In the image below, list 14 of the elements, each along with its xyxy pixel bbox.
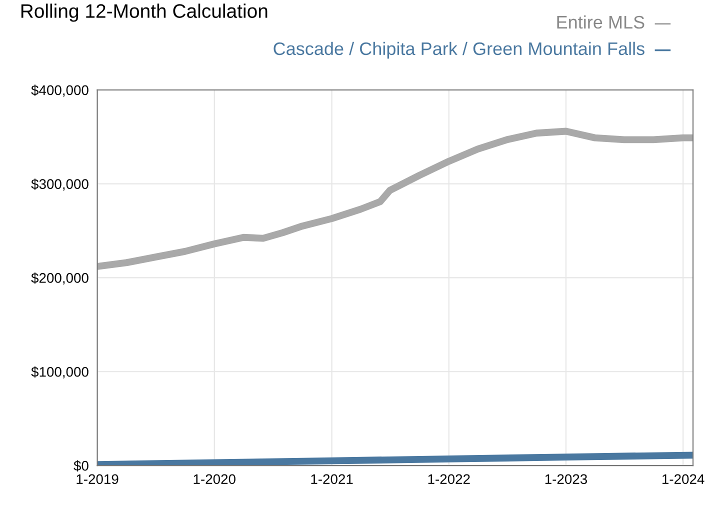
legend-label: Cascade / Chipita Park / Green Mountain Falls: [274, 42, 644, 59]
x-tick-label: 1-2021: [311, 474, 353, 484]
chart-title: Rolling 12-Month Calculation: [21, 4, 268, 22]
x-tick-label: 1-2022: [428, 474, 470, 484]
y-tick-label: $300,000: [31, 178, 88, 191]
y-tick-label: $400,000: [31, 84, 88, 97]
x-tick-label: 1-2020: [194, 474, 236, 484]
y-tick-label: $200,000: [31, 272, 88, 285]
x-tick-label: 1-2024: [662, 474, 704, 484]
legend-label: Entire MLS: [557, 15, 644, 29]
x-tick-label: 1-2023: [545, 474, 587, 484]
y-tick-label: $100,000: [31, 366, 88, 378]
x-tick-label: 1-2019: [76, 474, 118, 484]
y-tick-label: $0: [74, 460, 88, 472]
